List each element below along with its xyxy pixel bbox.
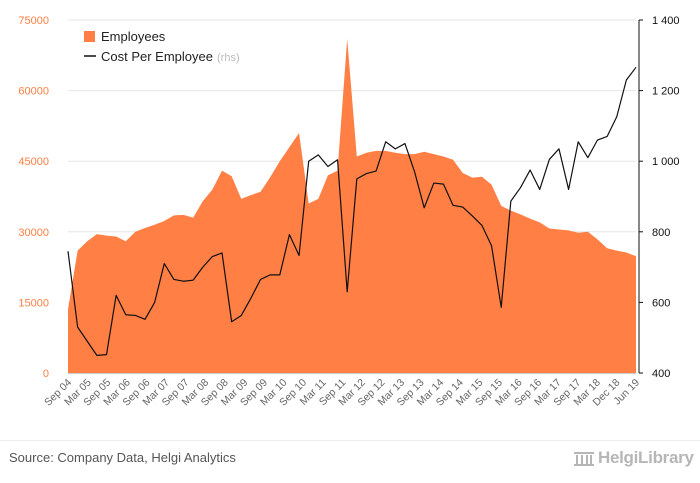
- right-axis-tick-label: 800: [652, 227, 670, 239]
- legend-swatch-employees: [84, 31, 95, 42]
- cost-per-employee-line: [67, 66, 637, 356]
- library-building-icon: [574, 452, 594, 466]
- left-axis-tick-label: 45000: [18, 156, 49, 168]
- employees-area: [68, 38, 636, 373]
- logo-text: HelgiLibrary: [598, 448, 694, 467]
- legend-label-employees: Employees: [101, 29, 166, 44]
- chart: 0 15000 30000 45000 60000 75000 400 600 800 1 000…: [18, 15, 680, 409]
- employees-area-layer: [68, 38, 636, 373]
- right-axis-tick-label: 1 200: [652, 86, 680, 98]
- left-axis-tick-label: 15000: [18, 297, 49, 309]
- left-axis-tick-label: 0: [43, 368, 49, 380]
- right-axis-tick-label: 1 400: [652, 15, 680, 27]
- right-axis-tick-label: 1 000: [652, 156, 680, 168]
- left-axis-tick-label: 30000: [18, 227, 49, 239]
- legend-label-cost: Cost Per Employee (rhs): [101, 49, 240, 64]
- source-note: Source: Company Data, Helgi Analytics: [9, 450, 236, 465]
- left-axis-tick-label: 60000: [18, 86, 49, 98]
- footer-divider: [0, 440, 700, 441]
- helgi-library-logo[interactable]: HelgiLibrary: [573, 448, 694, 468]
- right-axis-tick-label: 400: [652, 368, 670, 380]
- left-axis-tick-label: 75000: [18, 15, 49, 27]
- cost-line-layer: [67, 66, 637, 356]
- right-axis-tick-label: 600: [652, 297, 670, 309]
- legend[interactable]: Employees Cost Per Employee (rhs): [84, 29, 240, 64]
